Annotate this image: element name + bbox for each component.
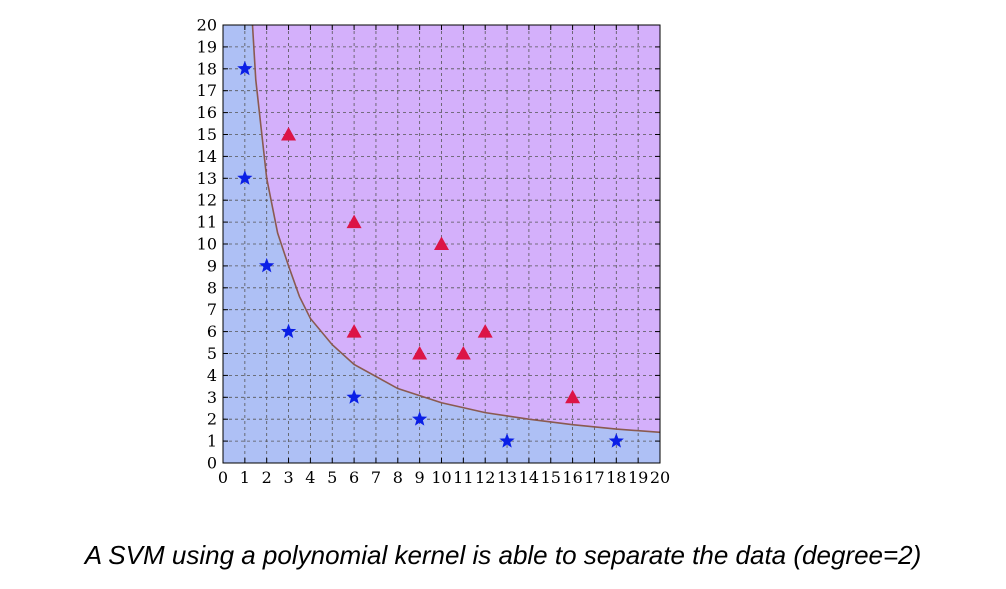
x-tick-label: 7 xyxy=(371,468,381,487)
triangle-point xyxy=(346,324,362,338)
y-tick-label: 12 xyxy=(197,191,217,210)
data-points xyxy=(237,60,624,448)
y-tick-label: 13 xyxy=(197,169,217,188)
y-tick-label: 14 xyxy=(197,147,217,166)
y-tick-label: 17 xyxy=(197,81,217,100)
star-point xyxy=(280,323,297,339)
x-tick-label: 10 xyxy=(431,468,451,487)
x-tick-label: 5 xyxy=(327,468,337,487)
x-tick-label: 17 xyxy=(584,468,604,487)
y-tick-label: 5 xyxy=(207,344,217,363)
axis-ticks: 0 1 2 3 4 5 6 7 8 9 10 11 12 13 14 15 16 17 18 19 2001234567… xyxy=(197,16,671,488)
y-tick-label: 2 xyxy=(207,410,217,429)
y-tick-label: 0 xyxy=(207,454,217,473)
x-tick-label: 14 xyxy=(519,468,539,487)
x-tick-label: 18 xyxy=(606,468,626,487)
y-tick-label: 19 xyxy=(197,37,217,56)
x-tick-label: 3 xyxy=(283,468,293,487)
figure-caption: A SVM using a polynomial kernel is able … xyxy=(84,540,922,570)
y-tick-label: 4 xyxy=(207,366,217,385)
y-tick-label: 16 xyxy=(197,103,217,122)
y-tick-label: 1 xyxy=(207,432,217,451)
star-point xyxy=(237,170,253,185)
triangle-point xyxy=(412,346,428,360)
triangle-point xyxy=(477,324,493,338)
x-tick-label: 19 xyxy=(628,468,648,487)
x-tick-label: 16 xyxy=(562,468,582,487)
x-tick-label: 13 xyxy=(497,468,517,487)
y-tick-label: 11 xyxy=(197,213,217,232)
x-tick-label: 6 xyxy=(349,468,359,487)
y-tick-label: 6 xyxy=(207,322,217,341)
x-tick-label: 1 xyxy=(240,468,250,487)
svm-chart: 0 1 2 3 4 5 6 7 8 9 10 11 12 13 14 15 16 17 18 19 2001234567… xyxy=(197,16,671,488)
x-tick-label: 2 xyxy=(262,468,272,487)
y-tick-label: 3 xyxy=(207,388,217,407)
triangle-point xyxy=(455,346,471,360)
star-point xyxy=(608,433,624,448)
x-tick-label: 4 xyxy=(305,468,315,487)
x-tick-label: 20 xyxy=(650,468,670,487)
x-tick-label: 11 xyxy=(453,468,473,487)
y-tick-label: 10 xyxy=(197,235,217,254)
x-tick-label: 12 xyxy=(475,468,495,487)
triangle-point xyxy=(565,389,581,404)
y-tick-label: 8 xyxy=(207,278,217,297)
star-point xyxy=(499,433,515,448)
decision-boundary xyxy=(251,24,661,434)
star-point xyxy=(346,389,362,404)
triangle-point xyxy=(346,214,362,229)
triangle-point xyxy=(281,127,297,141)
y-tick-label: 7 xyxy=(207,300,217,319)
star-point xyxy=(412,411,428,426)
x-tick-label: 8 xyxy=(393,468,403,487)
x-tick-label: 15 xyxy=(541,468,561,487)
star-point xyxy=(237,60,253,76)
x-tick-label: 9 xyxy=(415,468,425,487)
y-tick-label: 9 xyxy=(207,256,217,275)
star-point xyxy=(259,257,275,273)
triangle-point xyxy=(434,236,449,250)
x-tick-label: 0 xyxy=(218,468,228,487)
y-tick-label: 18 xyxy=(197,59,217,78)
y-tick-label: 15 xyxy=(197,125,217,144)
y-tick-label: 20 xyxy=(197,16,217,35)
